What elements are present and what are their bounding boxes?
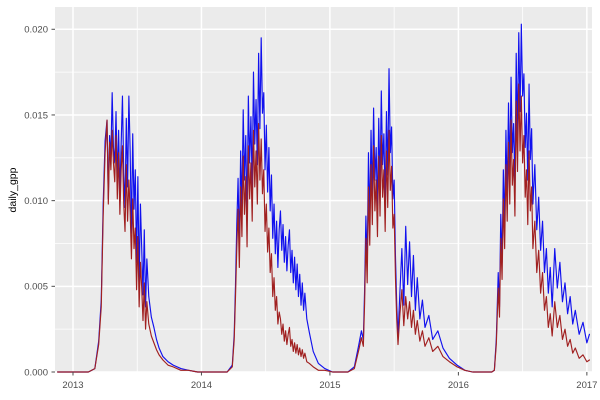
x-tick-label: 2014 xyxy=(191,380,212,391)
y-tick-label: 0.010 xyxy=(24,196,48,207)
data-series-layer xyxy=(56,23,591,373)
major-gridlines xyxy=(55,7,592,373)
series-line-dark-red-series xyxy=(56,83,591,373)
y-tick-label: 0.005 xyxy=(24,282,48,293)
x-tick-label: 2013 xyxy=(62,380,83,391)
y-axis-ticks: 0.000 0.005 0.010 0.015 0.020 xyxy=(24,25,55,378)
x-tick-label: 2015 xyxy=(319,380,340,391)
y-tick-label: 0.015 xyxy=(24,110,48,121)
y-tick-label: 0.000 xyxy=(24,367,48,378)
x-axis-ticks: 2013 2014 2015 2016 2017 xyxy=(62,372,597,391)
series-line-blue-series xyxy=(56,23,591,373)
x-tick-label: 2017 xyxy=(576,380,597,391)
y-tick-label: 0.020 xyxy=(24,25,48,36)
x-tick-label: 2016 xyxy=(448,380,469,391)
y-axis-title: daily_gpp xyxy=(7,167,19,212)
